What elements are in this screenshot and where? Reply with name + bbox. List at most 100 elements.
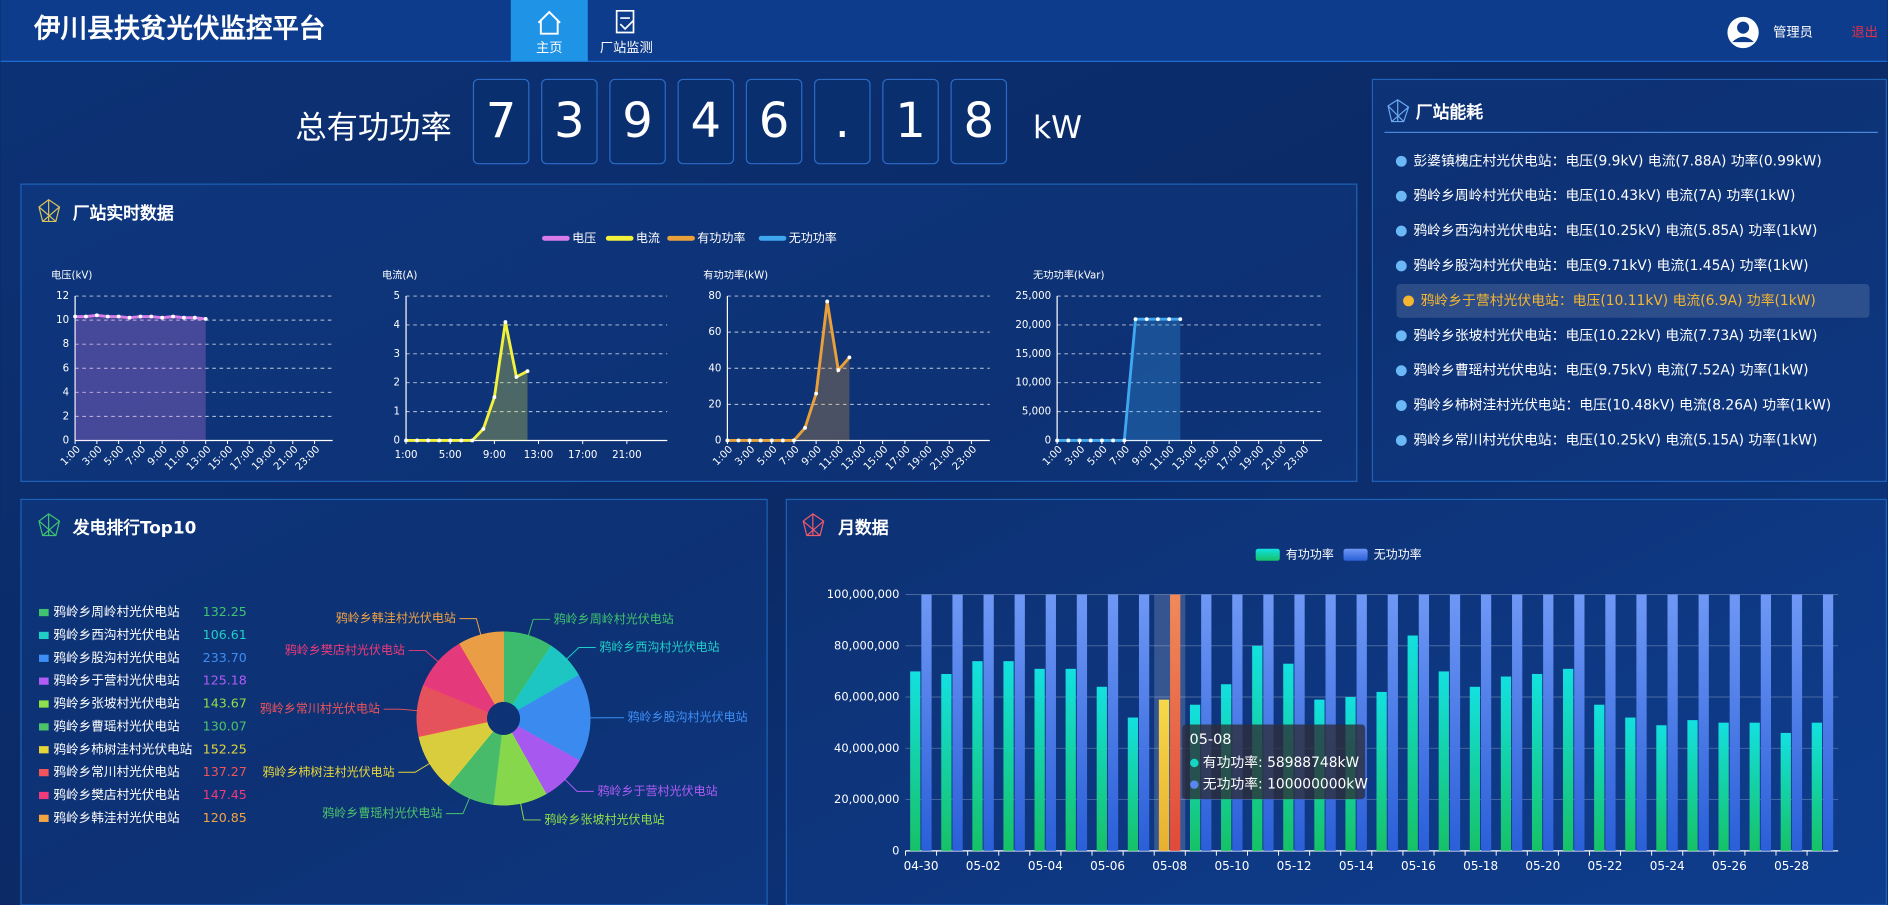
bullet [1395, 435, 1407, 446]
slice-label: 鸦岭乡曹瑶村光伏电站 [322, 805, 442, 820]
x-tick-label: 05-24 [1650, 859, 1685, 873]
bar[interactable] [1811, 722, 1823, 851]
legend-label[interactable]: 鸦岭乡柿树洼村光伏电站 [53, 741, 192, 756]
bar[interactable] [1480, 594, 1492, 851]
station-item[interactable]: 鸦岭乡柿树洼村光伏电站：电压(10.48kV) 电流(8.26A) 功率(1kW… [1413, 397, 1831, 414]
bar[interactable] [1034, 668, 1045, 851]
bar[interactable] [1107, 594, 1119, 851]
legend-label[interactable]: 鸦岭乡樊店村光伏电站 [53, 787, 180, 802]
y-axis-label: 电压(kV) [51, 269, 92, 282]
bar[interactable] [1065, 668, 1076, 851]
legend-label[interactable]: 鸦岭乡周岭村光伏电站 [53, 604, 180, 619]
nav-home[interactable]: 主页 [536, 40, 562, 56]
bar[interactable] [1014, 594, 1025, 851]
bar[interactable] [1687, 720, 1698, 851]
bar[interactable] [1594, 704, 1605, 851]
legend-label[interactable]: 电压 [572, 231, 596, 245]
bar[interactable] [1749, 722, 1760, 851]
bar[interactable] [1512, 594, 1523, 851]
legend-label[interactable]: 电流 [636, 231, 660, 245]
bar[interactable] [1201, 594, 1212, 851]
nav-home-bg[interactable] [510, 0, 588, 62]
legend-label[interactable]: 有功功率 [1286, 546, 1334, 561]
bar[interactable] [1636, 594, 1647, 851]
bar[interactable] [983, 594, 994, 851]
bar[interactable] [1500, 676, 1512, 851]
bar[interactable] [1325, 594, 1336, 851]
bar[interactable] [1656, 725, 1667, 851]
logout[interactable]: 退出 [1851, 24, 1877, 40]
bar[interactable] [1376, 691, 1387, 851]
legend-label[interactable]: 鸦岭乡股沟村光伏电站 [53, 650, 180, 665]
bar[interactable] [1407, 635, 1418, 851]
bar[interactable] [910, 671, 921, 851]
legend-label[interactable]: 鸦岭乡于营村光伏电站 [53, 673, 180, 688]
bar[interactable] [1294, 594, 1305, 851]
station-item[interactable]: 鸦岭乡周岭村光伏电站：电压(10.43kV) 电流(7A) 功率(1kW) [1413, 187, 1795, 204]
bar[interactable] [1822, 594, 1834, 851]
station-item[interactable]: 鸦岭乡曹瑶村光伏电站：电压(9.75kV) 电流(7.52A) 功率(1kW) [1413, 362, 1808, 379]
legend-label[interactable]: 无功功率 [1374, 546, 1422, 561]
legend-swatch [39, 631, 49, 640]
bar[interactable] [1438, 671, 1449, 851]
bar[interactable] [1263, 594, 1274, 851]
bar[interactable] [1158, 699, 1170, 851]
legend-label[interactable]: 鸦岭乡西沟村光伏电站 [53, 627, 180, 642]
point [138, 314, 143, 319]
bar[interactable] [1729, 594, 1740, 851]
bar[interactable] [1625, 717, 1636, 851]
bar[interactable] [1356, 594, 1367, 851]
bar[interactable] [972, 661, 983, 851]
legend-value: 152.25 [203, 741, 247, 756]
bar[interactable] [1232, 594, 1243, 851]
point [769, 438, 774, 443]
nav-monitor[interactable]: 厂站监测 [600, 40, 653, 56]
station-item[interactable]: 鸦岭乡常川村光伏电站：电压(10.25kV) 电流(5.15A) 功率(1kW) [1413, 431, 1817, 448]
legend-label[interactable]: 有功功率 [697, 230, 745, 245]
bar[interactable] [1543, 594, 1554, 851]
legend-label[interactable]: 鸦岭乡张坡村光伏电站 [53, 696, 180, 711]
bar[interactable] [1780, 732, 1791, 851]
bar[interactable] [1605, 594, 1616, 851]
legend-swatch [39, 791, 49, 800]
digit: . [835, 93, 850, 149]
legend-label[interactable]: 鸦岭乡常川村光伏电站 [53, 764, 180, 779]
y-tick-label: 6 [63, 363, 70, 374]
bar[interactable] [1076, 594, 1088, 851]
station-item[interactable]: 鸦岭乡股沟村光伏电站：电压(9.71kV) 电流(1.45A) 功率(1kW) [1413, 257, 1808, 274]
station-item[interactable]: 彭婆镇槐庄村光伏电站：电压(9.9kV) 电流(7.88A) 功率(0.99kW… [1413, 152, 1821, 169]
bar[interactable] [921, 594, 932, 851]
bar[interactable] [1531, 673, 1543, 851]
bar[interactable] [952, 594, 963, 851]
digit-box [609, 78, 666, 165]
bar[interactable] [1760, 594, 1772, 851]
point [792, 438, 796, 443]
station-item[interactable]: 鸦岭乡西沟村光伏电站：电压(10.25kV) 电流(5.85A) 功率(1kW) [1413, 222, 1817, 239]
bar[interactable] [1667, 594, 1678, 851]
point [814, 391, 819, 396]
legend-label[interactable]: 无功功率 [789, 230, 837, 245]
bar[interactable] [1718, 722, 1729, 851]
legend-label[interactable]: 鸦岭乡曹瑶村光伏电站 [53, 718, 180, 733]
bar[interactable] [941, 673, 952, 851]
bar[interactable] [1045, 594, 1056, 851]
bar[interactable] [1387, 594, 1398, 851]
bar[interactable] [1170, 594, 1181, 851]
bar[interactable] [1127, 717, 1139, 851]
bar[interactable] [1563, 668, 1574, 851]
bar[interactable] [1469, 686, 1481, 851]
bar[interactable] [1418, 594, 1430, 851]
bar[interactable] [1096, 686, 1107, 851]
bar[interactable] [1003, 661, 1014, 851]
bar[interactable] [1791, 594, 1803, 851]
tooltip-dot [1190, 758, 1199, 768]
label-line [562, 777, 594, 792]
bar[interactable] [1138, 594, 1150, 851]
bar[interactable] [1574, 594, 1585, 851]
bar[interactable] [1698, 594, 1709, 851]
station-item[interactable]: 鸦岭乡张坡村光伏电站：电压(10.22kV) 电流(7.73A) 功率(1kW) [1413, 327, 1817, 344]
station-item[interactable]: 鸦岭乡于营村光伏电站：电压(10.11kV) 电流(6.9A) 功率(1kW) [1421, 292, 1816, 309]
header-bar [0, 0, 1888, 62]
bar[interactable] [1449, 594, 1461, 851]
legend-label[interactable]: 鸦岭乡韩洼村光伏电站 [53, 810, 180, 825]
